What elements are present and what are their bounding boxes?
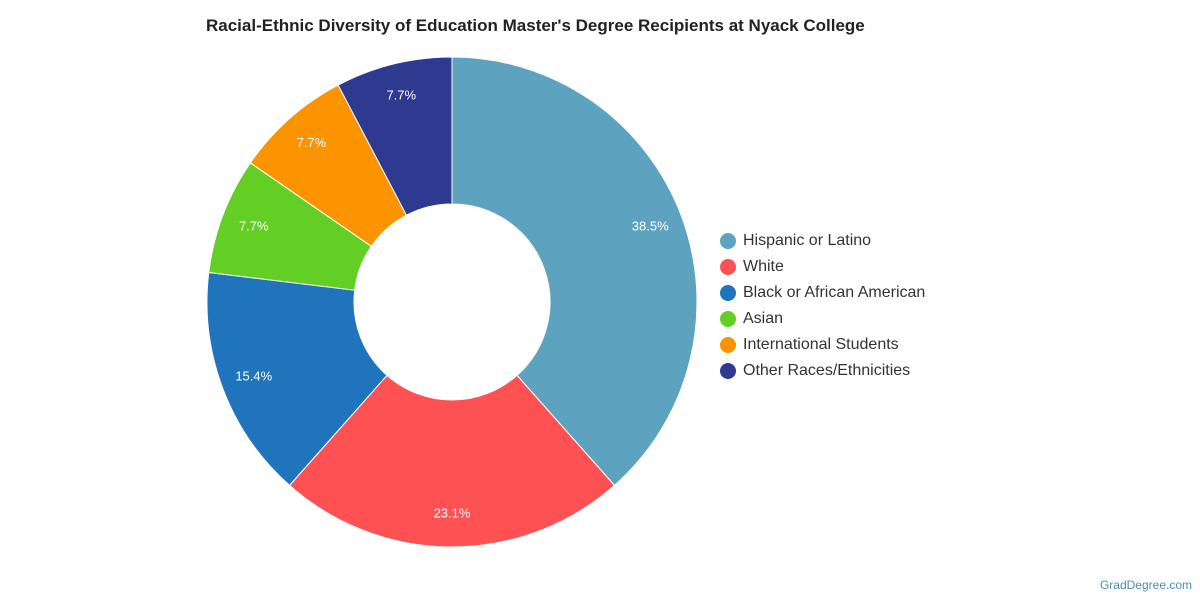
legend-label-0: Hispanic or Latino	[743, 232, 872, 249]
chart-title: Racial-Ethnic Diversity of Education Mas…	[206, 16, 865, 35]
slice-2	[206, 271, 388, 487]
legend-swatch-0	[720, 233, 736, 249]
legend-label-3: Asian	[743, 310, 784, 327]
legend-item-5[interactable]: Other Races/Ethnicities	[720, 358, 925, 384]
legend-label-1: White	[743, 258, 784, 275]
legend-label-4: International Students	[743, 336, 899, 353]
slice-5	[337, 56, 453, 216]
slice-label-4: 7.7%	[297, 135, 327, 150]
slice-label-5: 7.7%	[386, 88, 416, 103]
legend-item-4[interactable]: International Students	[720, 332, 925, 358]
chart-legend: Hispanic or Latino White Black or African …	[720, 228, 925, 384]
legend-item-1[interactable]: White	[720, 254, 925, 280]
legend-label-2: Black or African American	[743, 284, 926, 301]
legend-swatch-3	[720, 311, 736, 327]
watermark: GradDegree.com	[1099, 578, 1192, 592]
legend-item-2[interactable]: Black or African American	[720, 280, 925, 306]
legend-label-5: Other Races/Ethnicities	[743, 362, 911, 379]
legend-swatch-4	[720, 337, 736, 353]
legend-swatch-5	[720, 363, 736, 379]
legend-item-3[interactable]: Asian	[720, 306, 925, 332]
slice-label-3: 7.7%	[239, 218, 269, 233]
slice-label-0: 38.5%	[632, 218, 669, 233]
legend-swatch-2	[720, 285, 736, 301]
legend-item-0[interactable]: Hispanic or Latino	[720, 228, 925, 254]
slice-label-1: 23.1%	[434, 505, 471, 520]
slice-0	[451, 56, 698, 487]
slice-label-2: 15.4%	[235, 369, 272, 384]
legend-swatch-1	[720, 259, 736, 275]
slice-1	[288, 374, 616, 548]
